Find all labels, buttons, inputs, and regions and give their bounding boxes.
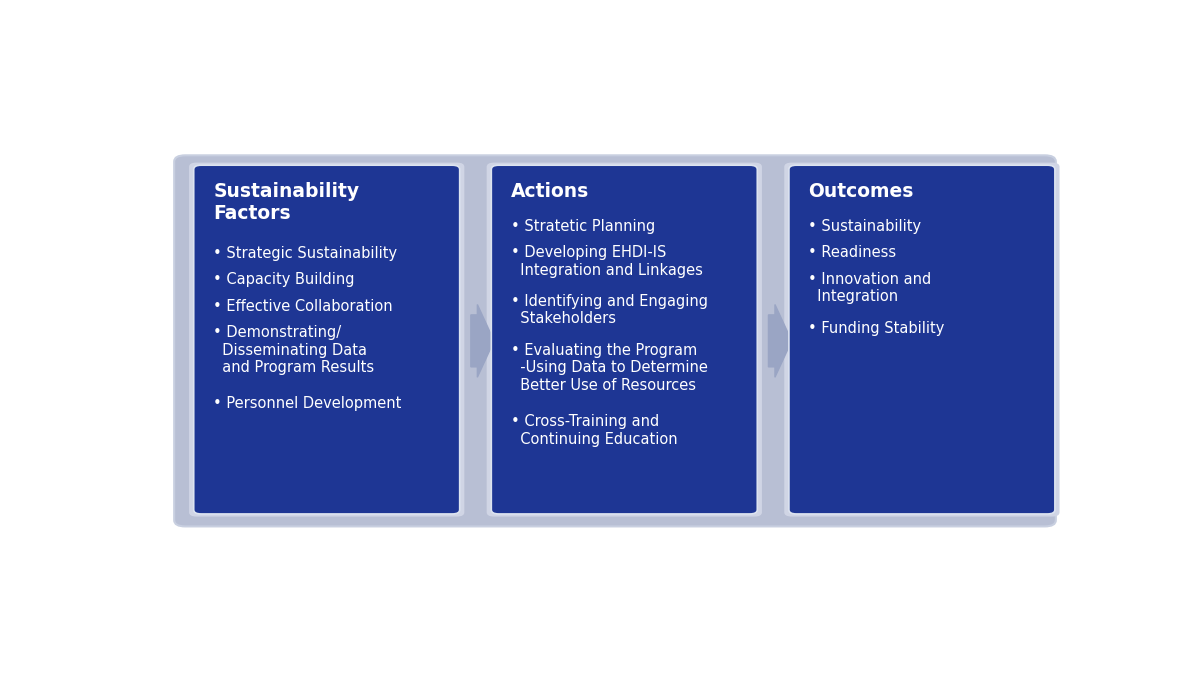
Text: • Sustainability: • Sustainability [809,219,922,234]
FancyBboxPatch shape [491,165,757,514]
Text: • Identifying and Engaging
  Stakeholders: • Identifying and Engaging Stakeholders [511,294,708,327]
Text: • Funding Stability: • Funding Stability [809,321,944,335]
Text: Sustainability
Factors: Sustainability Factors [214,182,359,223]
Text: • Strategic Sustainability: • Strategic Sustainability [214,246,397,261]
FancyBboxPatch shape [174,155,1056,526]
Text: • Effective Collaboration: • Effective Collaboration [214,299,392,314]
Text: • Innovation and
  Integration: • Innovation and Integration [809,272,931,304]
FancyArrow shape [768,304,792,377]
Text: • Demonstrating/
  Disseminating Data
  and Program Results: • Demonstrating/ Disseminating Data and … [214,325,374,375]
Text: Actions: Actions [511,182,589,201]
Text: • Readiness: • Readiness [809,245,896,261]
Text: • Stratetic Planning: • Stratetic Planning [511,219,655,234]
FancyArrow shape [470,304,494,377]
Text: • Cross-Training and
  Continuing Education: • Cross-Training and Continuing Educatio… [511,414,678,447]
FancyBboxPatch shape [190,163,464,516]
Text: • Capacity Building: • Capacity Building [214,272,355,288]
Text: • Personnel Development: • Personnel Development [214,396,402,412]
Text: • Evaluating the Program
  -Using Data to Determine
  Better Use of Resources: • Evaluating the Program -Using Data to … [511,343,708,393]
FancyBboxPatch shape [487,163,762,516]
Text: Outcomes: Outcomes [809,182,914,201]
Text: • Developing EHDI-IS
  Integration and Linkages: • Developing EHDI-IS Integration and Lin… [511,245,703,277]
FancyBboxPatch shape [788,165,1055,514]
FancyBboxPatch shape [785,163,1060,516]
FancyBboxPatch shape [193,165,460,514]
